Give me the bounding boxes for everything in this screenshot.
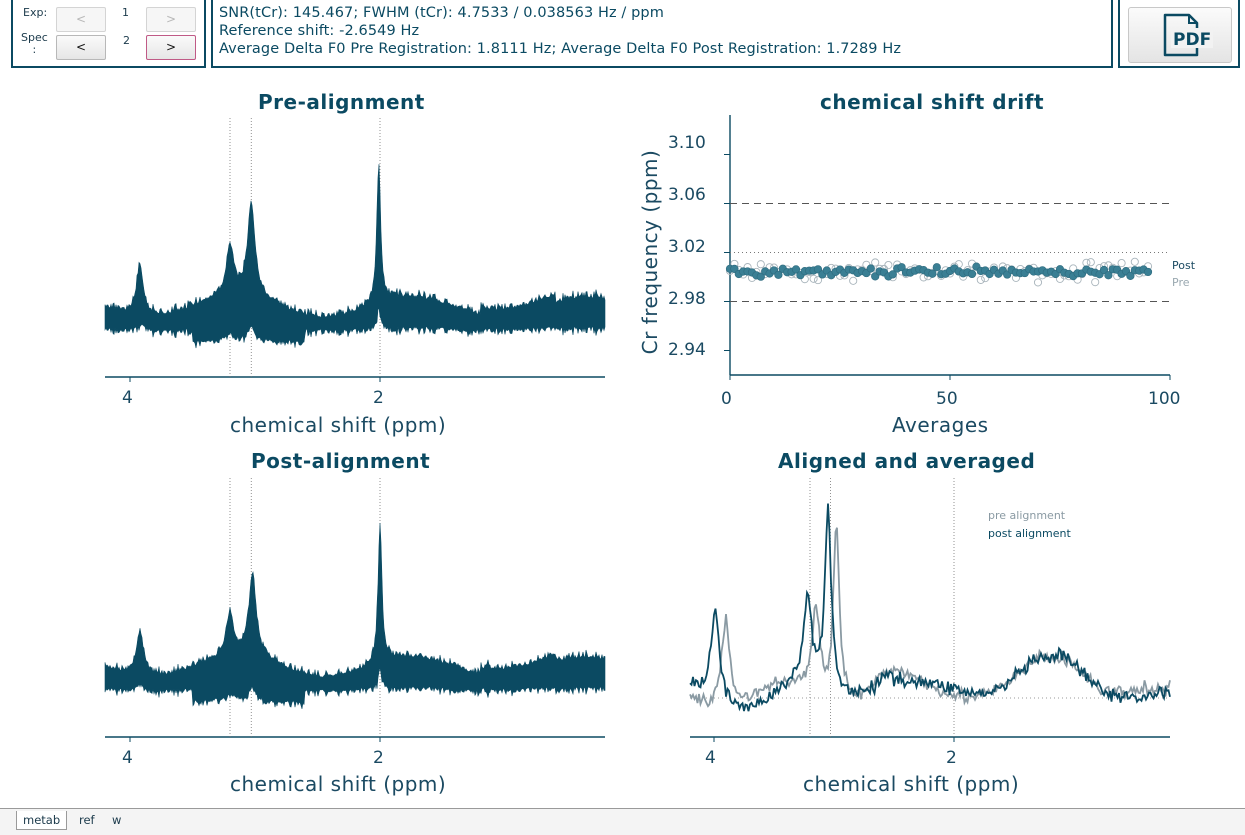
delta-f0-text: Average Delta F0 Pre Registration: 1.811… (219, 41, 902, 57)
snr-fwhm-text: SNR(tCr): 145.467; FWHM (tCr): 4.7533 / … (219, 5, 664, 21)
post-tick-4: 4 (122, 748, 133, 768)
drift-post-point (888, 270, 897, 279)
drift-post-point (1126, 271, 1135, 281)
drift-pre-point (809, 274, 818, 283)
drift-post-point (730, 264, 739, 273)
drift-pre-point (1091, 278, 1100, 287)
drift-legend-pre: Pre (1172, 276, 1190, 289)
tab-ref[interactable]: ref (79, 813, 95, 827)
drift-pre-point (871, 258, 880, 267)
info-panel: SNR(tCr): 145.467; FWHM (tCr): 4.7533 / … (211, 0, 1113, 68)
drift-post-point (928, 269, 937, 278)
drift-post-point (1104, 271, 1113, 280)
reference-shift-text: Reference shift: -2.6549 Hz (219, 23, 420, 39)
drift-scatter-plot (724, 115, 1171, 380)
post-xlabel: chemical shift (ppm) (230, 772, 447, 796)
avg-legend-post: post alignment (988, 527, 1071, 540)
avg-tick-4: 4 (705, 748, 716, 768)
drift-post-point (932, 263, 941, 272)
tab-bar: metab ref w (0, 808, 1245, 835)
drift-xtick-50: 50 (936, 389, 958, 409)
aligned-averaged-title: Aligned and averaged (778, 449, 1036, 473)
drift-ytick-2.98: 2.98 (668, 289, 706, 309)
pdf-label: PDF (1173, 30, 1211, 50)
drift-ytick-2.94: 2.94 (668, 340, 706, 360)
pdf-export-button[interactable]: PDF (1128, 7, 1232, 63)
avg-post-line (689, 503, 1171, 712)
pre-tick-2: 2 (373, 388, 384, 408)
avg-xlabel: chemical shift (ppm) (803, 772, 1020, 796)
drift-post-point (897, 263, 906, 272)
drift-ytick-3.02: 3.02 (668, 237, 706, 257)
drift-legend-post: Post (1172, 259, 1196, 272)
spec-prev-button[interactable]: < (56, 35, 106, 60)
drift-pre-point (884, 260, 893, 270)
pdf-file-icon: PDF (1163, 13, 1213, 57)
drift-xlabel: Averages (892, 413, 989, 437)
avg-tick-2: 2 (946, 748, 957, 768)
pre-alignment-plot (104, 118, 606, 382)
aligned-averaged-plot (689, 478, 1171, 742)
drift-post-point (791, 265, 801, 274)
drift-post-point (756, 272, 765, 281)
pre-spectrum-band (104, 164, 606, 349)
avg-legend-pre: pre alignment (988, 509, 1066, 522)
pre-tick-4: 4 (122, 388, 133, 408)
navigation-panel: Exp: Spec : < 1 > < 2 > (11, 0, 206, 68)
drift-title: chemical shift drift (820, 90, 1045, 114)
drift-xtick-0: 0 (721, 389, 732, 409)
spec-next-button[interactable]: > (146, 35, 196, 60)
drift-pre-point (976, 275, 985, 284)
post-tick-2: 2 (373, 748, 384, 768)
drift-post-point (866, 264, 875, 273)
exp-next-button[interactable]: > (146, 7, 196, 32)
exp-label: Exp: (23, 6, 48, 19)
drift-pre-point (849, 276, 858, 285)
drift-ylabel: Cr frequency (ppm) (638, 149, 662, 355)
drift-pre-point (1130, 257, 1139, 266)
pdf-panel: PDF (1118, 0, 1240, 68)
drift-ytick-3.10: 3.10 (668, 133, 706, 153)
pre-alignment-title: Pre-alignment (258, 90, 425, 114)
drift-post-point (1143, 267, 1153, 277)
post-spectrum-band (104, 522, 606, 709)
pre-xlabel: chemical shift (ppm) (230, 413, 447, 437)
drift-pre-point (813, 276, 823, 285)
exp-number: 1 (122, 6, 129, 19)
exp-prev-button[interactable]: < (56, 7, 106, 32)
post-alignment-plot (104, 478, 606, 742)
spec-number: 2 (123, 34, 130, 47)
drift-pre-point (1086, 258, 1095, 267)
drift-pre-point (1033, 278, 1043, 287)
drift-ytick-3.06: 3.06 (668, 185, 706, 205)
drift-pre-point (1117, 259, 1126, 268)
drift-pre-point (756, 260, 765, 269)
drift-post-point (967, 269, 977, 279)
tab-metab[interactable]: metab (16, 811, 68, 830)
tab-w[interactable]: w (112, 813, 122, 827)
drift-post-point (774, 270, 783, 279)
spec-label: Spec : (21, 31, 48, 56)
post-alignment-title: Post-alignment (251, 449, 431, 473)
drift-post-point (1099, 265, 1109, 275)
drift-xtick-100: 100 (1148, 389, 1181, 409)
